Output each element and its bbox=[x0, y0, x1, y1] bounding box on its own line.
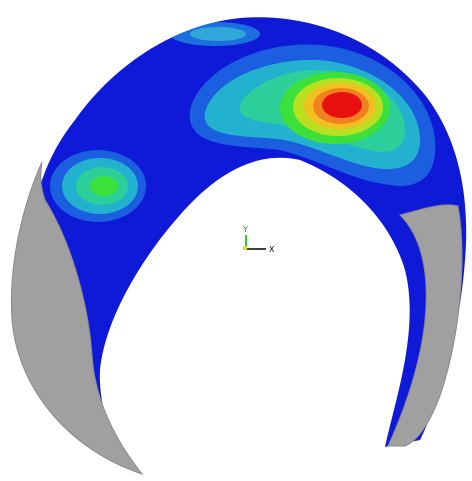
contour-plot: Y X bbox=[0, 0, 472, 481]
triad-y-label: Y bbox=[242, 225, 248, 234]
triad-origin bbox=[243, 246, 247, 250]
page: Y X (() => { const data = JSON.parse(doc… bbox=[0, 0, 472, 481]
triad-x-label: X bbox=[269, 245, 275, 254]
axis-triad: Y X bbox=[242, 225, 275, 254]
